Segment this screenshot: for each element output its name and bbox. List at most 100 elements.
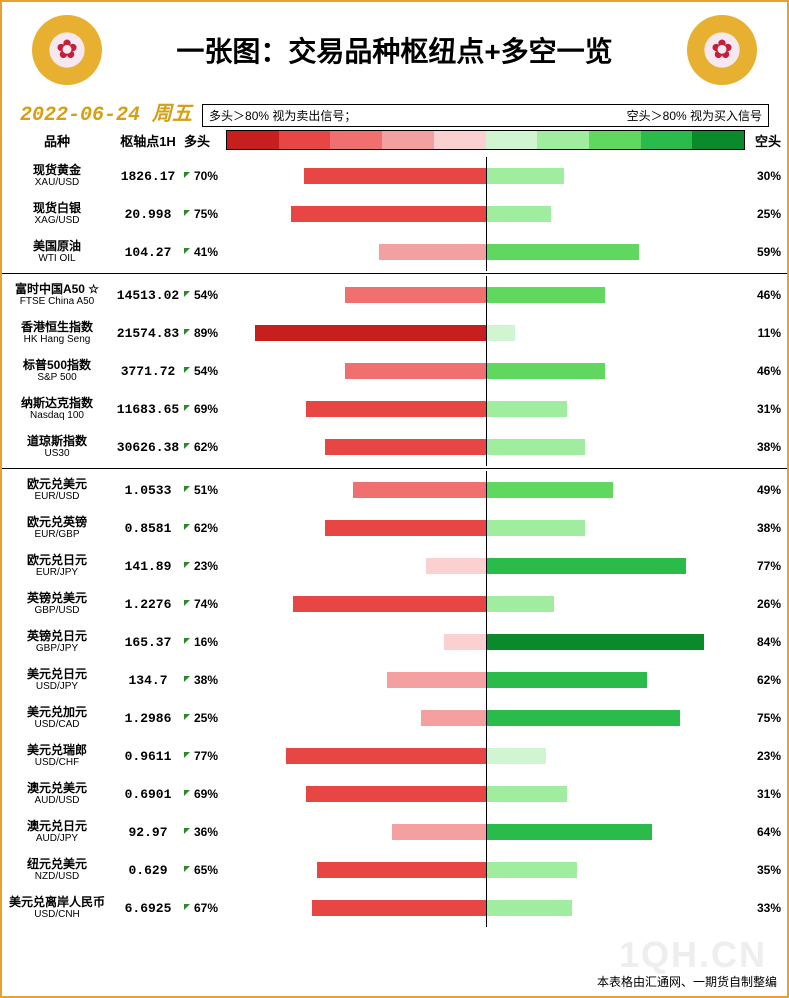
short-percent: 25% [745, 207, 787, 221]
watermark: 1QH.CN [619, 934, 767, 976]
short-percent: 46% [745, 364, 787, 378]
short-bar [487, 672, 647, 688]
instrument-name: 澳元兑日元AUD/JPY [2, 820, 112, 844]
long-bar [392, 824, 485, 840]
pivot-value: 21574.83 [112, 326, 184, 341]
pivot-value: 92.97 [112, 825, 184, 840]
short-percent: 33% [745, 901, 787, 915]
short-percent: 64% [745, 825, 787, 839]
long-percent: 54% [184, 288, 226, 302]
data-row: 纽元兑美元NZD/USD0.62965%35% [2, 851, 787, 889]
data-row: 现货白银XAG/USD20.99875%25% [2, 195, 787, 233]
short-bar [487, 748, 546, 764]
pivot-value: 104.27 [112, 245, 184, 260]
header-short: 空头 [745, 131, 787, 150]
instrument-name: 美元兑日元USD/JPY [2, 668, 112, 692]
short-percent: 84% [745, 635, 787, 649]
pivot-value: 3771.72 [112, 364, 184, 379]
bar-zone [226, 813, 745, 851]
bar-zone [226, 889, 745, 927]
long-bar [286, 748, 486, 764]
data-row: 美元兑离岸人民币USD/CNH6.692567%33% [2, 889, 787, 927]
instrument-name: 美国原油WTI OIL [2, 240, 112, 264]
instrument-name: 标普500指数S&P 500 [2, 359, 112, 383]
data-row: 香港恒生指数HK Hang Seng21574.8389%11% [2, 314, 787, 352]
data-row: 美元兑日元USD/JPY134.738%62% [2, 661, 787, 699]
short-bar [487, 900, 572, 916]
short-bar [487, 206, 552, 222]
short-percent: 31% [745, 402, 787, 416]
short-bar [487, 168, 565, 184]
long-percent: 23% [184, 559, 226, 573]
long-percent: 36% [184, 825, 226, 839]
long-percent: 16% [184, 635, 226, 649]
data-row: 英镑兑日元GBP/JPY165.3716%84% [2, 623, 787, 661]
data-rows-container: 现货黄金XAU/USD1826.1770%30%现货白银XAG/USD20.99… [2, 153, 787, 927]
short-bar [487, 596, 554, 612]
short-bar [487, 786, 567, 802]
long-bar [325, 439, 486, 455]
bar-zone [226, 851, 745, 889]
pivot-value: 11683.65 [112, 402, 184, 417]
short-percent: 38% [745, 440, 787, 454]
footer-credit: 本表格由汇通网、一期货自制整编 [597, 973, 777, 990]
instrument-name: 纳斯达克指数Nasdaq 100 [2, 397, 112, 421]
short-bar [487, 363, 606, 379]
short-bar [487, 287, 606, 303]
long-bar [345, 287, 485, 303]
bar-zone [226, 547, 745, 585]
bar-zone [226, 314, 745, 352]
bar-zone [226, 699, 745, 737]
long-bar [293, 596, 485, 612]
bar-zone [226, 661, 745, 699]
short-percent: 62% [745, 673, 787, 687]
pivot-value: 1.2986 [112, 711, 184, 726]
short-bar [487, 244, 640, 260]
data-row: 富时中国A50 ☆FTSE China A5014513.0254%46% [2, 276, 787, 314]
long-percent: 67% [184, 901, 226, 915]
data-row: 欧元兑英镑EUR/GBP0.858162%38% [2, 509, 787, 547]
long-percent: 89% [184, 326, 226, 340]
long-bar [421, 710, 486, 726]
long-percent: 77% [184, 749, 226, 763]
data-row: 美元兑加元USD/CAD1.298625%75% [2, 699, 787, 737]
short-percent: 38% [745, 521, 787, 535]
instrument-name: 纽元兑美元NZD/USD [2, 858, 112, 882]
pivot-value: 1826.17 [112, 169, 184, 184]
data-row: 美国原油WTI OIL104.2741%59% [2, 233, 787, 271]
instrument-name: 道琼斯指数US30 [2, 435, 112, 459]
long-percent: 70% [184, 169, 226, 183]
short-bar [487, 520, 585, 536]
data-row: 英镑兑美元GBP/USD1.227674%26% [2, 585, 787, 623]
data-row: 道琼斯指数US3030626.3862%38% [2, 428, 787, 466]
short-bar [487, 439, 585, 455]
bar-zone [226, 352, 745, 390]
long-bar [312, 900, 486, 916]
data-row: 澳元兑美元AUD/USD0.690169%31% [2, 775, 787, 813]
instrument-name: 现货黄金XAU/USD [2, 164, 112, 188]
long-bar [306, 401, 485, 417]
long-bar [345, 363, 485, 379]
short-bar [487, 482, 614, 498]
date-label: 2022-06-24 周五 [20, 97, 192, 127]
short-percent: 75% [745, 711, 787, 725]
group-separator [2, 468, 787, 469]
group-separator [2, 273, 787, 274]
date-legend-row: 2022-06-24 周五 多头＞80% 视为卖出信号； 空头＞80% 视为买入… [2, 97, 787, 127]
instrument-name: 澳元兑美元AUD/USD [2, 782, 112, 806]
header-name: 品种 [2, 131, 112, 150]
instrument-name: 美元兑瑞郎USD/CHF [2, 744, 112, 768]
long-bar [444, 634, 486, 650]
header-pivot: 枢轴点1H [112, 131, 184, 150]
long-bar [306, 786, 485, 802]
short-percent: 49% [745, 483, 787, 497]
pivot-value: 30626.38 [112, 440, 184, 455]
bar-zone [226, 775, 745, 813]
header: 一张图：交易品种枢纽点+多空一览 [2, 2, 787, 97]
data-row: 欧元兑美元EUR/USD1.053351%49% [2, 471, 787, 509]
short-percent: 46% [745, 288, 787, 302]
logo-left [32, 15, 102, 85]
long-percent: 62% [184, 521, 226, 535]
long-bar [291, 206, 486, 222]
gradient-scale [226, 130, 745, 150]
